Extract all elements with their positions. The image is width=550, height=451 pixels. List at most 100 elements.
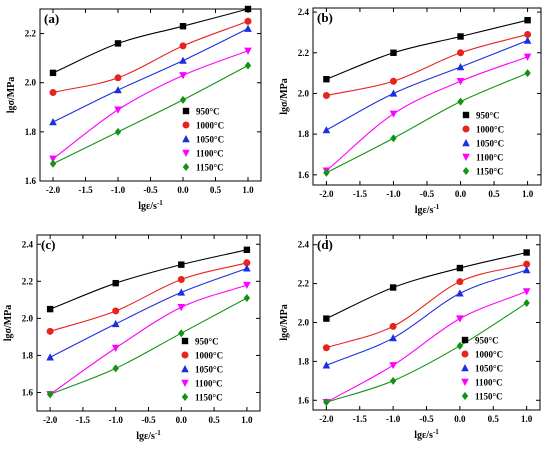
legend-marker xyxy=(462,167,470,175)
series-line xyxy=(326,251,527,320)
data-point xyxy=(46,305,54,313)
x-tick-label: -1.0 xyxy=(111,185,126,195)
y-tick-label: 2.2 xyxy=(22,276,34,286)
data-point xyxy=(114,106,122,114)
data-point xyxy=(522,266,531,274)
legend-marker xyxy=(461,350,469,358)
x-tick-label: -2.0 xyxy=(46,185,61,195)
legend-entry: 950°C xyxy=(475,336,499,346)
data-point xyxy=(111,319,120,328)
y-axis-label: lgσ/MPa xyxy=(279,78,290,115)
plot-frame xyxy=(312,7,542,186)
legend-entry: 1150°C xyxy=(475,392,503,402)
data-point xyxy=(323,398,330,407)
x-tick-label: 1.0 xyxy=(522,189,534,199)
data-point xyxy=(179,72,187,80)
panel-label: (b) xyxy=(317,10,333,25)
data-point xyxy=(389,322,397,330)
x-tick-label: -2.0 xyxy=(319,414,334,424)
y-tick-label: 2.0 xyxy=(25,78,37,88)
data-point xyxy=(523,260,531,268)
x-tick-label: -0.5 xyxy=(141,415,156,425)
data-point xyxy=(244,47,252,55)
data-point xyxy=(456,341,464,350)
y-tick-label: 2.0 xyxy=(298,318,310,328)
legend-marker xyxy=(461,364,469,372)
chart-panel: -2.0 -1.5 -1.0 -0.5 0.0 0.5 1.0 1.6 1.8 2.0 2.2 (a)… xyxy=(6,5,262,212)
x-axis-label-superscript: -1 xyxy=(157,199,163,207)
data-point xyxy=(456,63,465,71)
chart-panel: -2.0 -1.5 -1.0 -0.5 0.0 0.5 1.0 1.6 1.8 2.0 2.2 2.4… xyxy=(279,7,542,216)
data-point xyxy=(243,264,251,272)
y-tick-label: 2.2 xyxy=(298,279,310,289)
series-line xyxy=(49,262,248,332)
data-point xyxy=(114,40,122,47)
data-point xyxy=(243,293,251,302)
y-axis-label: lgσ/MPa xyxy=(6,77,17,114)
legend-entry: 1000°C xyxy=(195,351,223,361)
data-point xyxy=(244,61,252,70)
x-tick-label: 0.0 xyxy=(454,414,466,424)
data-point xyxy=(177,275,185,283)
series-line xyxy=(52,50,249,160)
x-axis-label-main: lgε/s xyxy=(138,201,157,212)
y-axis-label: lgσ/MPa xyxy=(279,304,290,341)
panel-label: (d) xyxy=(317,237,333,252)
data-point xyxy=(524,17,531,24)
data-point xyxy=(457,49,465,57)
y-tick-label: 2.4 xyxy=(298,7,310,17)
legend-entry: 1050°C xyxy=(196,135,224,145)
data-point xyxy=(456,78,465,86)
x-axis-label: lgε/s-1 xyxy=(415,203,440,216)
series-line xyxy=(52,65,249,165)
data-point xyxy=(244,17,252,25)
data-point xyxy=(389,284,397,291)
x-axis-label-main: lgε/s xyxy=(136,431,155,442)
data-point xyxy=(49,155,57,163)
y-tick-label: 1.8 xyxy=(22,350,34,360)
legend-entry: 1100°C xyxy=(475,378,503,388)
y-axis-label: lgσ/MPa xyxy=(3,305,14,342)
series-line xyxy=(326,302,527,403)
x-tick-label: 0.5 xyxy=(208,415,220,425)
legend-marker xyxy=(182,163,190,171)
data-point xyxy=(112,307,120,315)
data-point xyxy=(457,97,464,106)
y-tick-label: 1.8 xyxy=(25,127,37,137)
series-line xyxy=(49,297,248,395)
data-point xyxy=(323,168,330,177)
data-point xyxy=(112,364,119,373)
y-tick-label: 1.8 xyxy=(298,356,310,366)
data-point xyxy=(389,77,397,85)
data-point xyxy=(322,344,330,352)
legend-marker xyxy=(462,139,470,147)
x-tick-label: 0.0 xyxy=(455,189,467,199)
legend-marker xyxy=(181,393,189,401)
legend-marker xyxy=(181,379,189,387)
data-point xyxy=(456,264,464,272)
data-point xyxy=(49,69,57,77)
panel-label: (a) xyxy=(44,11,59,26)
x-tick-label: -1.0 xyxy=(386,189,401,199)
legend-marker xyxy=(462,125,470,133)
data-point xyxy=(244,24,252,32)
y-tick-label: 2.2 xyxy=(298,48,310,58)
data-point xyxy=(49,89,57,97)
x-axis-label-superscript: -1 xyxy=(433,203,439,211)
x-tick-label: -1.0 xyxy=(386,414,401,424)
series-line xyxy=(49,284,248,395)
data-point xyxy=(114,86,122,94)
series-line xyxy=(326,56,528,172)
series-line xyxy=(326,72,528,174)
y-tick-label: 2.0 xyxy=(22,313,34,323)
x-tick-label: 1.0 xyxy=(241,415,253,425)
data-point xyxy=(114,127,122,136)
data-point xyxy=(389,376,397,385)
x-tick-label: 0.5 xyxy=(488,414,500,424)
data-point xyxy=(456,289,464,297)
legend-marker xyxy=(182,149,190,157)
data-point xyxy=(244,5,252,13)
legend-entry: 1150°C xyxy=(476,167,504,177)
y-tick-label: 2.0 xyxy=(298,88,310,98)
